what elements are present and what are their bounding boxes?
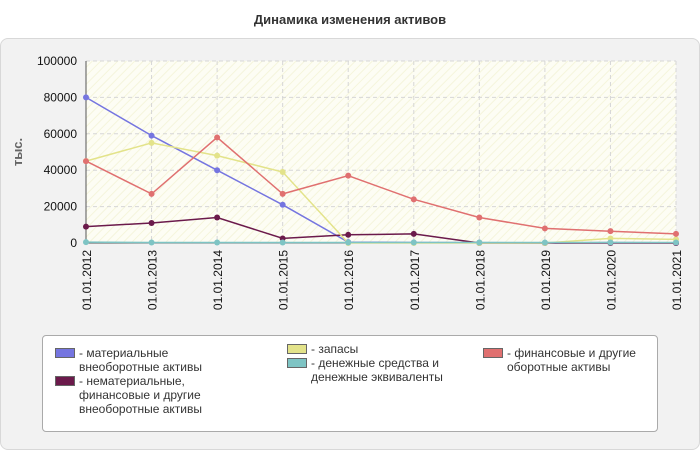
data-point [83,94,89,101]
x-tick-label: 01.01.2015 [277,250,291,310]
legend-item: - материальные внеоборотные активы [55,346,250,374]
legend-label: - денежные средства и денежные эквивален… [311,356,443,384]
series-line [85,136,677,235]
y-tick-label: 80000 [44,90,78,104]
data-point [83,239,89,246]
legend-item: - денежные средства и денежные эквивален… [287,356,457,384]
legend-swatch [55,376,75,386]
data-point [148,190,155,197]
y-tick-label: 60000 [44,127,78,141]
data-point [83,223,89,230]
legend-swatch [287,358,307,368]
legend-label: - финансовые и другие оборотные активы [507,346,636,374]
series-layer [83,94,679,246]
legend-label: - нематериальные, финансовые и другие вн… [79,374,202,416]
data-point [345,239,352,246]
data-point [279,239,286,246]
legend-item: - нематериальные, финансовые и другие вн… [55,374,250,416]
data-point [541,225,548,232]
data-point [673,230,679,237]
y-tick-label: 40000 [44,163,78,177]
plot-area [86,61,676,243]
series-3 [83,239,679,246]
y-tick-label: 100000 [37,54,77,68]
data-point [279,169,286,176]
data-point [214,214,221,221]
data-point [279,190,286,197]
data-point [214,134,221,141]
data-point [607,228,614,235]
data-point [214,152,221,159]
data-point [673,239,679,246]
legend-label: - запасы [311,342,359,356]
chart-title: Динамика изменения активов [253,12,447,27]
x-tick-label: 01.01.2021 [670,250,684,310]
data-point [214,239,221,246]
data-point [214,167,221,174]
x-tick-label: 01.01.2014 [211,250,225,310]
data-point [148,139,155,146]
data-point [410,230,417,237]
x-tick-label: 01.01.2020 [604,250,618,310]
grid [86,60,677,243]
x-tick-label: 01.01.2012 [80,250,94,310]
data-point [476,239,483,246]
y-tick-labels: 0 20000 40000 60000 80000 100000 [37,54,77,250]
x-tick-label: 01.01.2017 [408,250,422,310]
x-tick-label: 01.01.2016 [342,250,356,310]
legend-item: - запасы [287,342,457,356]
data-point [279,201,286,208]
legend-swatch [287,344,307,354]
x-tick-labels: 01.01.2012 01.01.2013 01.01.2014 01.01.2015… [80,250,684,310]
legend-swatch [55,348,75,358]
data-point [345,172,352,179]
data-point [148,219,155,226]
data-point [410,239,417,246]
legend-swatch [483,348,503,358]
data-point [541,239,548,246]
data-point [148,239,155,246]
legend-label: - материальные внеоборотные активы [79,346,202,374]
legend-item: - финансовые и другие оборотные активы [483,346,653,374]
data-point [148,132,155,139]
x-tick-label: 01.01.2018 [473,250,487,310]
data-point [83,158,89,165]
x-tick-label: 01.01.2013 [146,250,160,310]
legend: - материальные внеоборотные активы - нема… [42,335,658,432]
data-point [410,196,417,203]
series-4 [83,134,679,237]
y-tick-label: 0 [70,236,77,250]
x-tick-label: 01.01.2019 [539,250,553,310]
data-point [607,239,614,246]
data-point [476,214,483,221]
y-axis-label: тыс. [10,138,25,166]
data-point [345,231,352,238]
y-tick-label: 20000 [44,200,78,214]
